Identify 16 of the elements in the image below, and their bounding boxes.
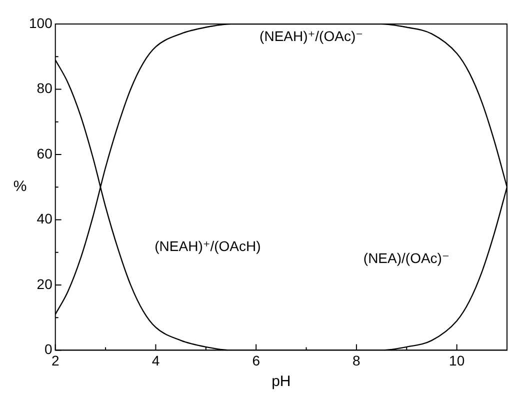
x-axis-title: pH — [272, 373, 291, 390]
x-tick-label: 8 — [352, 352, 361, 368]
y-axis-title: % — [13, 178, 27, 196]
text: (NEAH)⁺/(OAcH) — [154, 238, 261, 254]
y-tick-label: 80 — [36, 80, 53, 96]
series-label: (NEAH)⁺/(OAc)⁻ — [260, 28, 363, 44]
x-tick-label: 2 — [51, 352, 60, 368]
y-tick-label: 100 — [29, 14, 53, 31]
y-tick-label: 0 — [44, 341, 53, 358]
y-tick-label: 20 — [36, 276, 53, 292]
x-tick-label: 10 — [449, 352, 465, 368]
x-tick-label: 6 — [252, 352, 260, 368]
x-tick-label: 4 — [152, 352, 160, 368]
text: (NEA)/(OAc)⁻ — [363, 250, 450, 266]
y-tick-label: 40 — [36, 210, 53, 227]
y-tick-label: 60 — [36, 145, 53, 162]
